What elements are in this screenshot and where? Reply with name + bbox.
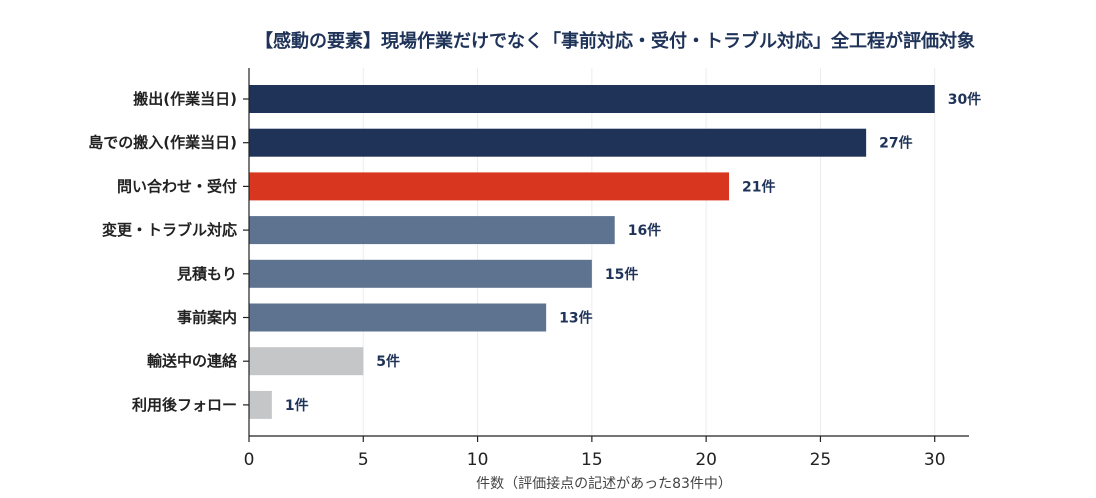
value-label: 5件 xyxy=(376,353,400,370)
category-label: 搬出(作業当日) xyxy=(133,90,237,108)
category-label: 事前案内 xyxy=(177,309,237,327)
bar xyxy=(249,259,592,288)
x-tick-label: 20 xyxy=(695,450,717,470)
x-tick-label: 5 xyxy=(358,450,369,470)
value-label: 16件 xyxy=(628,222,661,239)
category-label: 島での搬入(作業当日) xyxy=(88,134,237,152)
chart-title: 【感動の要素】現場作業だけでなく「事前対応・受付・トラブル対応」全工程が評価対象 xyxy=(255,30,975,52)
x-tick-label: 10 xyxy=(467,450,489,470)
value-label: 27件 xyxy=(879,135,912,152)
value-labels: 30件 27件 21件 16件 15件 13件 5件 1件 xyxy=(285,91,981,414)
bar xyxy=(249,172,729,201)
value-label: 21件 xyxy=(742,178,775,195)
bars xyxy=(249,85,935,419)
value-label: 30件 xyxy=(948,91,981,108)
category-labels: 搬出(作業当日) 島での搬入(作業当日) 問い合わせ・受付変更・トラブル対応見積もり… xyxy=(88,90,238,414)
category-label: 利用後フォロー xyxy=(132,396,237,414)
bar xyxy=(249,85,935,113)
x-tick-label: 0 xyxy=(244,450,255,470)
category-label: 問い合わせ・受付 xyxy=(117,177,237,195)
value-label: 15件 xyxy=(605,266,638,283)
bar xyxy=(249,347,364,376)
bar xyxy=(249,216,615,245)
bar xyxy=(249,390,272,419)
value-label: 1件 xyxy=(285,397,309,414)
x-tick-label: 30 xyxy=(924,450,946,470)
x-tick-label: 25 xyxy=(810,450,832,470)
x-axis-title: 件数（評価接点の記述があった83件中） xyxy=(476,475,732,492)
value-label: 13件 xyxy=(559,310,592,327)
x-tick-label: 15 xyxy=(581,450,603,470)
bar xyxy=(249,303,547,332)
grid-lines xyxy=(362,68,936,436)
x-axis: 0 5 10 15 20 25 30 xyxy=(243,68,969,470)
category-label: 輸送中の連絡 xyxy=(147,352,238,370)
category-label: 変更・トラブル対応 xyxy=(102,221,237,239)
bar xyxy=(249,128,867,157)
category-label: 見積もり xyxy=(176,265,237,283)
